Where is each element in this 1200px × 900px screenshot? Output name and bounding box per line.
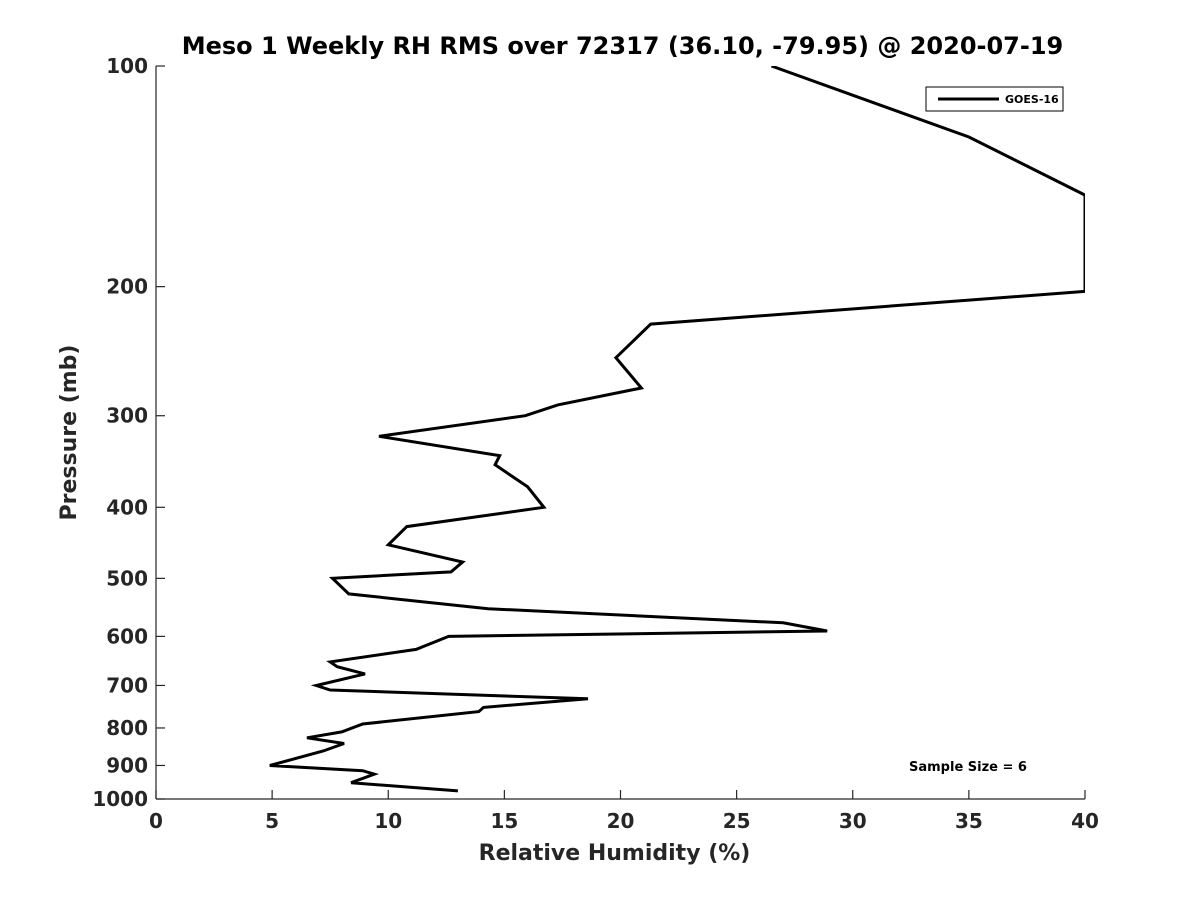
y-tick-label: 600 <box>106 624 148 648</box>
x-tick-label: 20 <box>607 809 635 833</box>
legend: GOES-16 <box>925 86 1064 112</box>
legend-label-goes-16: GOES-16 <box>1005 93 1059 106</box>
chart-title: Meso 1 Weekly RH RMS over 72317 (36.10, … <box>182 32 1064 60</box>
sample-size-annotation: Sample Size = 6 <box>909 760 1027 775</box>
y-tick-label: 900 <box>106 753 148 777</box>
x-tick-label: 30 <box>839 809 867 833</box>
y-axis-label: Pressure (mb) <box>57 345 82 521</box>
x-axis-label: Relative Humidity (%) <box>479 841 751 866</box>
plot-area: 0 5 10 15 20 25 30 35 40 100 200 300 400 500 600 700 800… <box>92 54 1099 833</box>
y-tick-label: 700 <box>106 673 148 697</box>
y-tick-label: 300 <box>106 404 148 428</box>
x-tick-label: 10 <box>374 809 402 833</box>
x-tick-label: 25 <box>723 809 751 833</box>
y-tick-label: 200 <box>106 275 148 299</box>
x-tick-label: 35 <box>955 809 983 833</box>
series-layer <box>269 66 1085 793</box>
plot-box <box>156 66 1085 799</box>
y-tick-label: 1000 <box>92 787 148 811</box>
y-tick-label: 100 <box>106 54 148 78</box>
x-tick-label: 40 <box>1071 809 1099 833</box>
y-tick-label: 800 <box>106 716 148 740</box>
axes: 0 5 10 15 20 25 30 35 40 100 200 300 400 500 600 700 800… <box>92 54 1099 833</box>
x-tick-label: 5 <box>265 809 279 833</box>
y-tick-label: 500 <box>106 566 148 590</box>
x-tick-label: 0 <box>149 809 163 833</box>
x-tick-label: 15 <box>490 809 518 833</box>
y-tick-label: 400 <box>106 495 148 519</box>
